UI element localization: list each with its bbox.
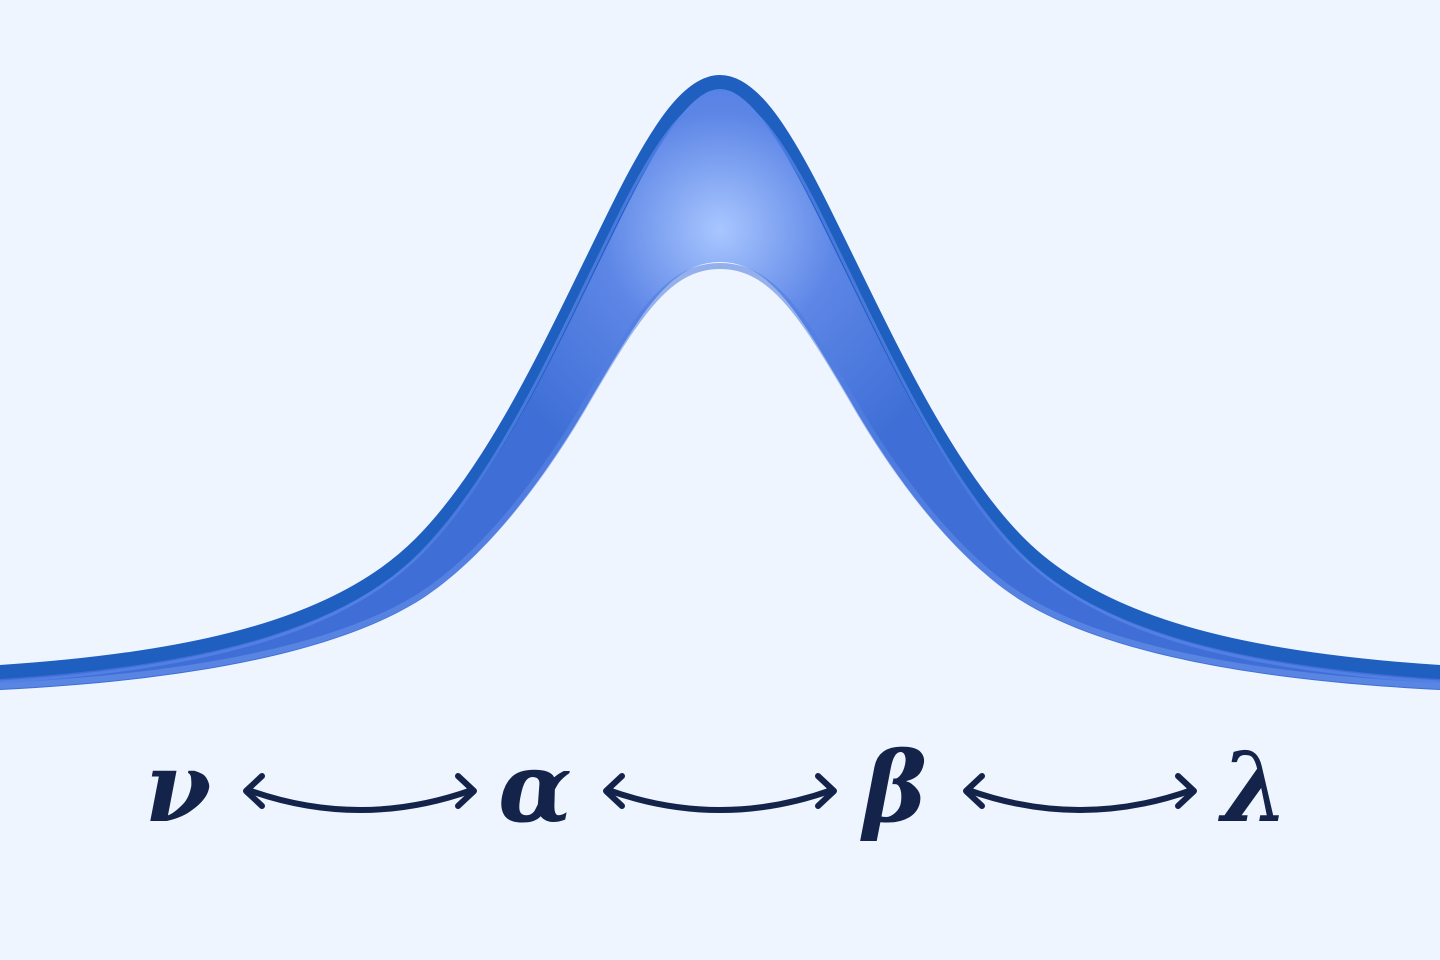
curve-band — [0, 78, 1440, 690]
symbol-beta: β — [863, 731, 927, 844]
double-headed-arrow-icon — [243, 773, 477, 813]
bell-curve-outline — [0, 74, 1440, 679]
symbol-lambda: λ — [1221, 731, 1289, 844]
double-headed-arrow-icon — [963, 773, 1197, 813]
bell-curve-highlight — [0, 94, 1440, 684]
curve-band-lower-edge — [0, 262, 1440, 689]
symbol-alpha: α — [498, 731, 572, 844]
double-headed-arrow-icon — [603, 773, 837, 813]
symbol-nu: ν — [144, 731, 212, 844]
